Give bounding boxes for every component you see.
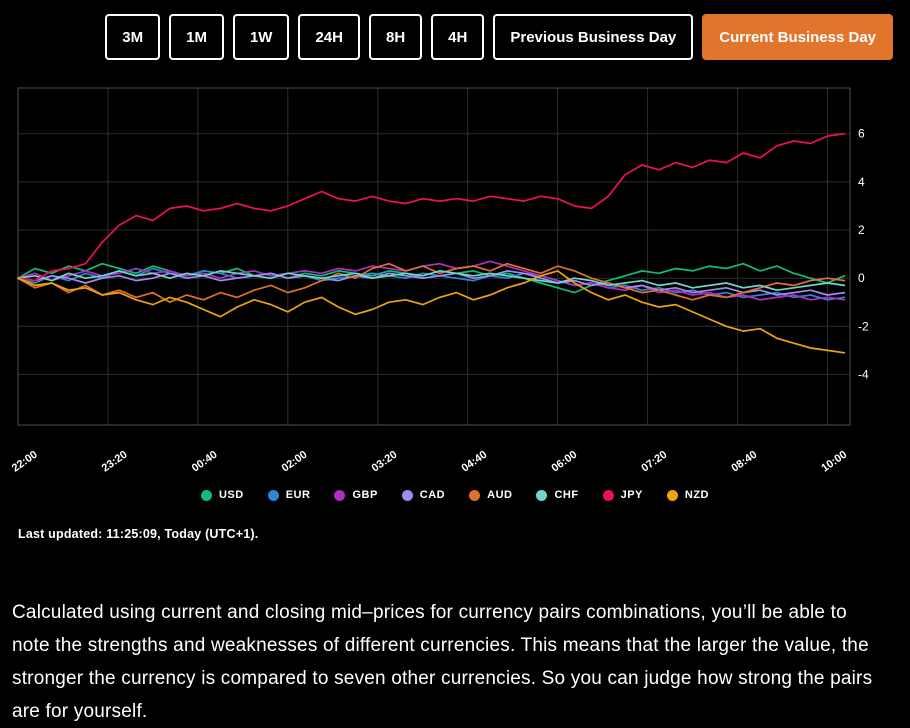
y-axis-label: -4 bbox=[858, 367, 869, 381]
series-line-nzd bbox=[17, 270, 846, 354]
y-axis-label: 2 bbox=[858, 223, 865, 237]
timeframe-button-8h[interactable]: 8H bbox=[368, 14, 423, 60]
x-axis-label: 00:40 bbox=[190, 449, 220, 475]
timeframe-button-1m[interactable]: 1M bbox=[169, 14, 224, 60]
timeframe-button-current-business-day[interactable]: Current Business Day bbox=[702, 14, 893, 60]
y-axis-label: 4 bbox=[858, 175, 865, 189]
y-axis-label: 6 bbox=[858, 127, 865, 141]
legend-dot-cad bbox=[401, 489, 413, 501]
x-axis-label: 02:00 bbox=[280, 449, 310, 475]
legend-dot-chf bbox=[536, 489, 548, 501]
legend-dot-jpy bbox=[602, 489, 614, 501]
timeframe-button-24h[interactable]: 24H bbox=[298, 14, 360, 60]
timeframe-button-1w[interactable]: 1W bbox=[232, 14, 290, 60]
legend-label: USD bbox=[218, 489, 244, 501]
legend-dot-nzd bbox=[666, 489, 678, 501]
legend-label: NZD bbox=[684, 489, 709, 501]
series-line-cad bbox=[17, 270, 846, 296]
series-line-jpy bbox=[17, 132, 846, 282]
legend-dot-aud bbox=[469, 489, 481, 501]
series-line-chf bbox=[17, 270, 846, 292]
plot-border bbox=[17, 87, 851, 426]
legend-item-nzd[interactable]: NZD bbox=[666, 489, 709, 501]
legend-label: EUR bbox=[285, 489, 311, 501]
legend-item-chf[interactable]: CHF bbox=[536, 489, 578, 501]
legend-dot-eur bbox=[267, 489, 279, 501]
description-paragraph: Calculated using current and closing mid… bbox=[12, 602, 873, 722]
y-axis-label: -2 bbox=[858, 319, 869, 333]
legend-dot-usd bbox=[200, 489, 212, 501]
legend-item-cad[interactable]: CAD bbox=[401, 489, 446, 501]
legend-item-eur[interactable]: EUR bbox=[267, 489, 311, 501]
legend-label: GBP bbox=[352, 489, 378, 501]
timeframe-button-4h[interactable]: 4H bbox=[431, 14, 485, 60]
series-line-gbp bbox=[17, 260, 846, 301]
series-line-eur bbox=[17, 267, 846, 301]
x-axis-label: 23:20 bbox=[100, 449, 130, 475]
legend-item-gbp[interactable]: GBP bbox=[334, 489, 377, 501]
y-axis-label: 0 bbox=[858, 271, 865, 285]
legend-dot-gbp bbox=[334, 489, 346, 501]
x-axis-label: 22:00 bbox=[10, 449, 40, 475]
legend-item-jpy[interactable]: JPY bbox=[602, 489, 643, 501]
timeframe-button-3m[interactable]: 3M bbox=[105, 14, 161, 60]
legend-item-usd[interactable]: USD bbox=[200, 489, 244, 501]
last-updated-text: Last updated: 11:25:09, Today (UTC+1). bbox=[18, 527, 259, 541]
x-axis-label: 03:20 bbox=[370, 449, 400, 475]
x-axis-label: 06:00 bbox=[549, 449, 579, 475]
legend-label: JPY bbox=[620, 489, 643, 501]
x-axis-label: 04:40 bbox=[459, 449, 489, 475]
timeframe-button-previous-business-day[interactable]: Previous Business Day bbox=[493, 14, 694, 60]
x-axis-label: 07:20 bbox=[639, 449, 669, 475]
x-axis-label: 08:40 bbox=[729, 449, 759, 475]
legend-item-aud[interactable]: AUD bbox=[469, 489, 512, 501]
chart-canvas: 6 4 2 0 -2 -4 22:00 23:20 00:40 02:00 03:20 04:40 06… bbox=[10, 87, 869, 475]
legend-label: CAD bbox=[419, 489, 446, 501]
legend-label: AUD bbox=[487, 489, 513, 501]
timeframe-toolbar: 3M 1M 1W 24H 8H 4H Previous Business Day Curren… bbox=[0, 0, 910, 60]
x-axis-label: 10:00 bbox=[819, 449, 849, 475]
chart-legend: USD EUR GBP CAD AUD CHF JPY NZD bbox=[0, 489, 910, 501]
series-line-aud bbox=[17, 262, 846, 304]
legend-label: CHF bbox=[554, 489, 579, 501]
currency-strength-chart: 6 4 2 0 -2 -4 22:00 23:20 00:40 02:00 03:20 04:40 06… bbox=[0, 84, 910, 501]
